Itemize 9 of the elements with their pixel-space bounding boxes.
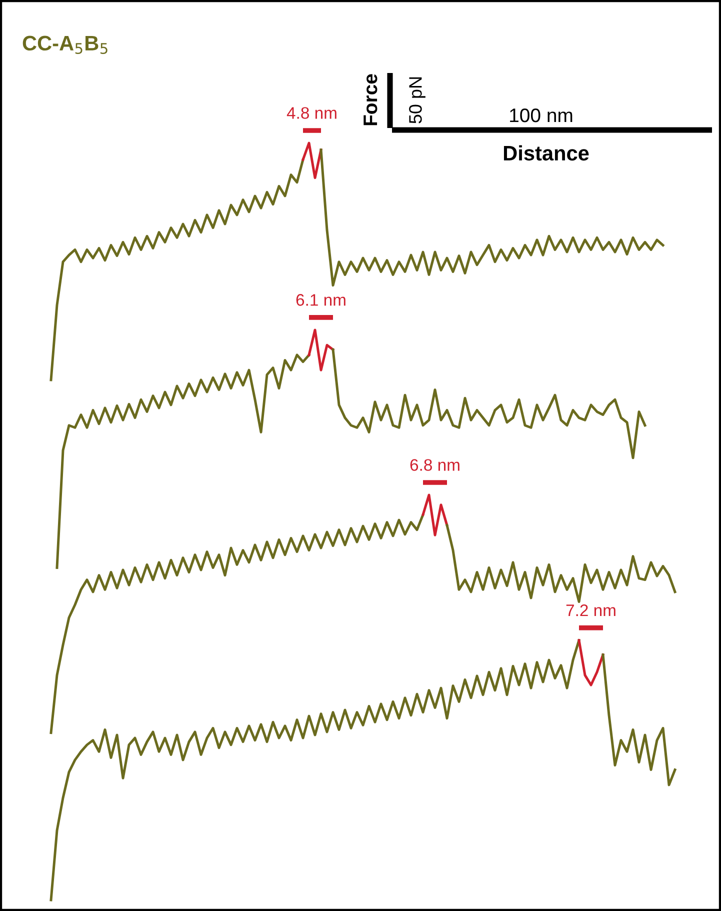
text: 100 nm (510, 108, 572, 122)
series-label: 6.1 nm (296, 294, 346, 306)
chart-title: CC-A$_{5}$B$_{5}$ (22, 36, 108, 54)
series-label: 6.8 nm (410, 459, 460, 471)
x-axis-title: Distance (504, 145, 589, 161)
series-label: 7.2 nm (566, 604, 616, 616)
y-axis-title: Force (364, 74, 378, 126)
text: 50 pN (409, 77, 426, 124)
series-label: 4.8 nm (286, 107, 336, 119)
